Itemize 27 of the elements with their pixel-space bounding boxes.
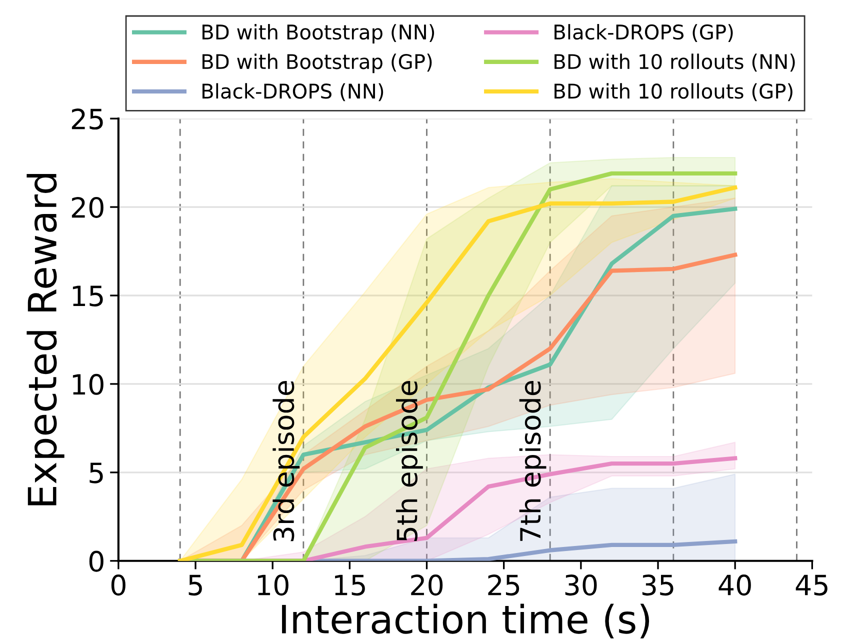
legend-label: Black-DROPS (NN) <box>202 83 384 102</box>
legend-label: BD with 10 rollouts (NN) <box>554 54 795 72</box>
x-tick-label: 45 <box>796 574 828 596</box>
x-tick-label: 0 <box>111 574 126 596</box>
x-tick-label: 20 <box>411 574 443 596</box>
ref-line-label: 7th episode <box>519 381 546 541</box>
x-axis-title: Interaction time (s) <box>282 604 650 638</box>
x-tick-label: 40 <box>718 574 751 596</box>
legend-label: Black-DROPS (GP) <box>554 24 733 42</box>
y-tick-label: 5 <box>90 462 103 484</box>
legend-label: BD with 10 rollouts (GP) <box>554 83 792 102</box>
x-tick-label: 15 <box>335 574 365 596</box>
legend-label: BD with Bootstrap (GP) <box>202 54 432 74</box>
y-tick-label: 20 <box>72 196 104 218</box>
y-tick-label: 0 <box>89 550 104 572</box>
x-tick-label: 25 <box>488 574 520 596</box>
legend-label: BD with Bootstrap (NN) <box>202 24 434 44</box>
ref-line-label: 5th episode <box>396 381 423 542</box>
y-axis-title: Expected Reward <box>26 174 64 506</box>
y-tick-label: 10 <box>72 374 104 395</box>
y-tick-label: 15 <box>72 286 103 306</box>
y-tick-label: 25 <box>72 108 103 130</box>
x-tick-label: 30 <box>565 574 597 596</box>
x-tick-label: 10 <box>258 574 288 596</box>
x-tick-label: 35 <box>642 574 674 596</box>
ref-line-label: 3rd episode <box>272 380 300 542</box>
x-tick-label: 5 <box>188 574 202 596</box>
